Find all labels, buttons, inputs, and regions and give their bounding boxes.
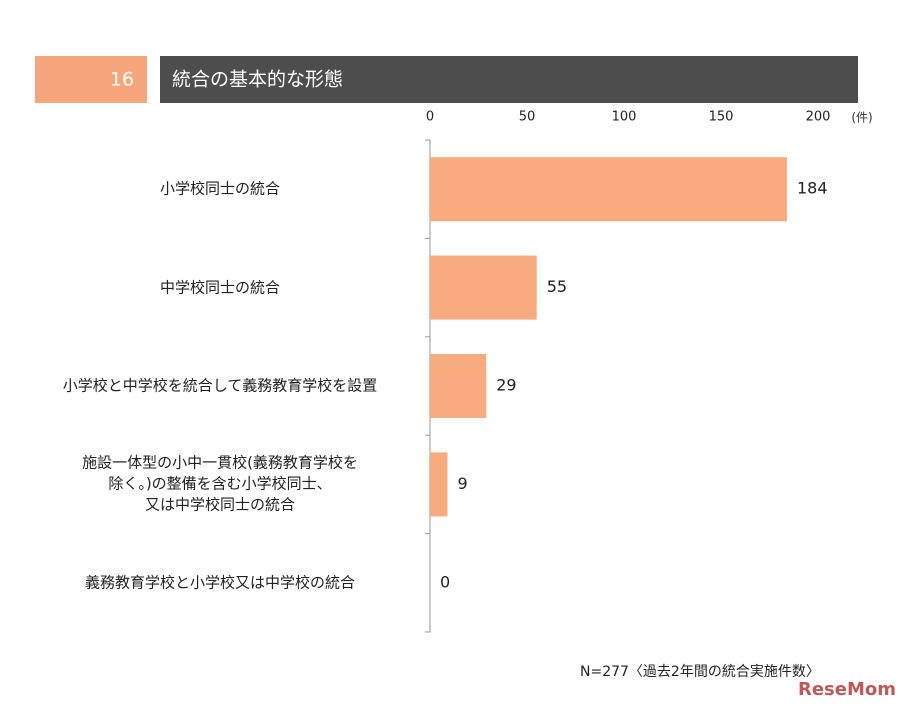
x-tick-label: 150 [709,110,734,125]
section-number: 16 [110,69,134,91]
note: N=277〈過去2年間の統合実施件数〉 [580,664,820,680]
bar [430,452,448,517]
category-label: 小学校同士の統合 [159,179,280,198]
value-label: 0 [440,572,450,591]
category-label: 中学校同士の統合 [159,278,280,297]
unit-label: (件) [851,111,872,125]
x-tick-label: 50 [519,110,536,125]
category-label: 義務教育学校と小学校又は中学校の統合 [84,573,355,592]
value-label: 184 [797,179,828,198]
category-label: 小学校と中学校を統合して義務教育学校を設置 [62,376,378,395]
value-label: 9 [457,474,467,493]
value-label: 55 [547,277,567,296]
bar [430,255,537,320]
x-tick-label: 100 [612,110,637,125]
section-badge [35,56,147,103]
bar [430,354,487,418]
bar [430,157,787,222]
title-bar [160,56,858,103]
category-label: 施設一体型の小中一貫校(義務教育学校を 除く。)の整備を含む小学校同士、 又は中… [82,453,358,514]
x-tick-label: 200 [806,110,831,125]
value-label: 29 [496,376,516,395]
chart-title: 統合の基本的な形態 [172,69,343,91]
x-tick-label: 0 [426,110,434,125]
watermark: ReseMom [798,679,896,700]
